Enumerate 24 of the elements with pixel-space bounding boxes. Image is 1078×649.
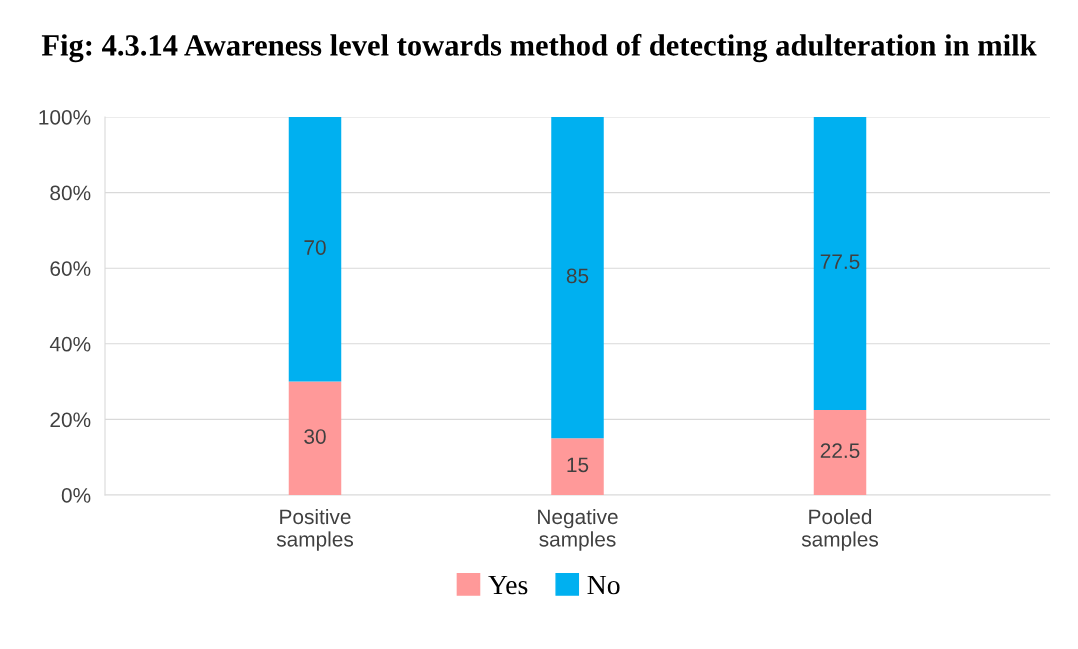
legend-label: Yes: [488, 575, 528, 595]
bar: [813, 409, 867, 495]
bar: [288, 117, 342, 382]
data-label: 30: [304, 429, 326, 444]
y-tick-label: 0%: [61, 488, 91, 503]
bar: [813, 117, 867, 410]
x-tick-label: Pooled samples: [801, 508, 879, 551]
bar: [551, 117, 604, 439]
legend-label: No: [587, 575, 620, 595]
y-tick-label: 80%: [50, 185, 91, 201]
x-tick-label: Negative samples: [538, 508, 618, 551]
data-label: 15: [567, 457, 589, 473]
y-tick-label: 100%: [39, 110, 91, 125]
data-label: 85: [566, 268, 589, 284]
y-tick-label: 60%: [50, 261, 91, 276]
data-label: 77.5: [820, 254, 860, 270]
bar: [288, 381, 342, 495]
y-tick-label: 20%: [50, 412, 91, 428]
data-label: 70: [304, 240, 326, 255]
y-tick-label: 40%: [49, 336, 91, 352]
data-label: 22.5: [820, 443, 860, 459]
chart-title: Fig: 4.3.14 Awareness level towards method of detecting adulteration in milk: [41, 33, 1037, 63]
x-tick-label: Positive samples: [276, 508, 354, 551]
bar: [551, 438, 604, 495]
